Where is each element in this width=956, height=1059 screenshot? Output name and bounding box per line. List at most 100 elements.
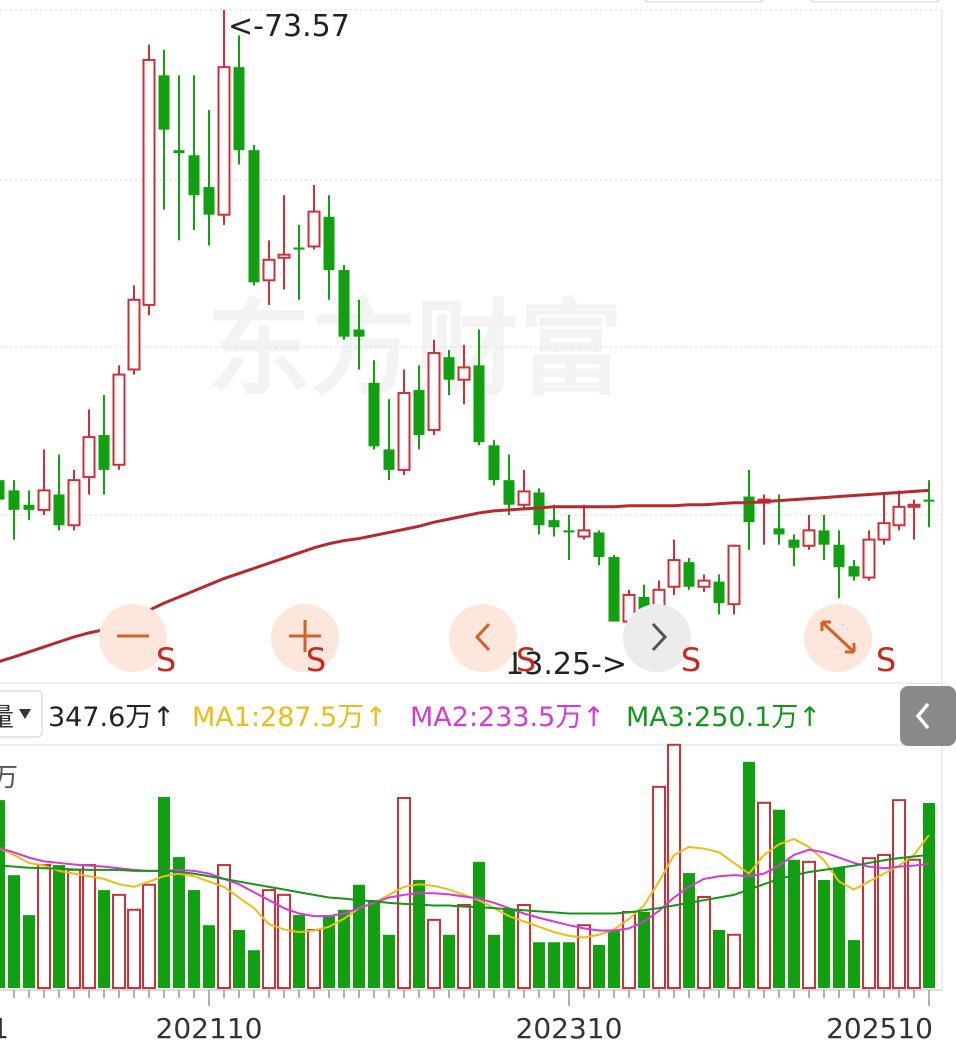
x-tick-label: 202110 [156,1012,263,1045]
volume-bar [23,915,35,988]
volume-bar [577,924,591,989]
volume-bar [907,858,921,990]
candle-body [23,504,35,510]
candle-body [833,544,845,568]
candle-body [112,373,126,466]
volume-bar [517,903,531,989]
volume-bar [413,879,425,988]
candle-body [98,435,110,470]
collapse-button[interactable] [900,686,956,746]
right-icon [651,622,668,652]
top-button[interactable] [643,0,765,3]
indicator-selector[interactable] [0,690,43,738]
zoom-out-button[interactable] [99,604,167,672]
next-button[interactable] [623,604,691,672]
low-annotation: 13.25-> [505,647,627,682]
candle-body [8,490,20,510]
watermark: 东方财富 [207,288,623,410]
volume-bar [652,785,666,990]
candle-body [248,150,260,283]
volume-bar [727,933,741,990]
candle-body [457,366,471,381]
candle-body [877,522,891,541]
candle-body [397,392,411,471]
candle-body [383,449,395,470]
candle-body [773,528,785,535]
volume-bar [833,867,845,988]
candle-body [683,562,695,587]
volume-bar [608,929,620,988]
volume-ma-line [0,834,930,939]
volume-bar [37,864,51,989]
candle-body [67,479,81,527]
volume-bar [593,944,605,988]
volume-bar [923,803,935,988]
candle-body [338,270,350,337]
candle-body [443,357,455,380]
candle-body [82,436,96,479]
volume-bar [142,883,156,989]
volume-bar [757,801,771,989]
volume-unit: 万 [0,763,18,793]
candle-body [427,352,441,431]
legend-entry: MA2:233.5万↑ [410,702,605,733]
left-icon [474,622,491,652]
selector-text: 量 [0,703,14,733]
volume-bar [8,875,20,988]
candle-body [37,489,51,511]
dropdown-arrow [19,709,31,719]
volume-bar [563,942,575,988]
candle-body [142,58,156,306]
candle-body [413,389,425,436]
volume-bar [67,868,81,990]
volume-bar [293,915,305,988]
collapse-icon [915,702,930,730]
volume-bar [877,853,891,989]
volume-bar [848,940,860,988]
x-tick-label: 202310 [516,1012,623,1045]
top-button[interactable] [809,0,941,3]
candle-body [548,520,560,528]
candle-body [923,499,935,502]
volume-bar [427,918,441,989]
candle-body [323,216,335,271]
volume-bar [127,908,141,989]
volume-bar [188,890,200,988]
volume-bar [473,861,485,988]
volume-bar [667,743,681,989]
volume-bar [503,909,515,988]
candle-body [713,581,725,604]
candle-body [593,532,605,558]
prev-button[interactable] [449,604,517,672]
volume-bar [697,895,711,990]
volume-bar [773,809,785,988]
candle-body [353,329,365,337]
candle-body [473,365,485,443]
volume-bar [622,910,636,989]
x-tick-label: 1 [0,1012,9,1045]
candle-body [848,566,860,577]
volume-bar [277,893,291,989]
candle-body [53,494,65,526]
candle-body [608,557,620,622]
candle-body [188,155,200,196]
ma-line [0,488,930,663]
candle-body [127,298,141,371]
volume-bar [217,864,231,989]
signal-marker: S [156,641,176,679]
candle-body [727,544,741,606]
volume-bar [713,929,725,988]
candle-body [638,596,650,613]
expand-icon [820,620,856,654]
volume-bar [818,879,830,988]
x-tick-label: 202510 [826,1012,933,1045]
candle-body [0,480,5,500]
volume-bar [533,942,545,988]
volume-bar [443,934,455,988]
signal-marker: S [306,641,326,679]
high-annotation: <-73.57 [228,9,350,44]
candle-body [233,67,245,151]
candle-body [277,253,291,259]
